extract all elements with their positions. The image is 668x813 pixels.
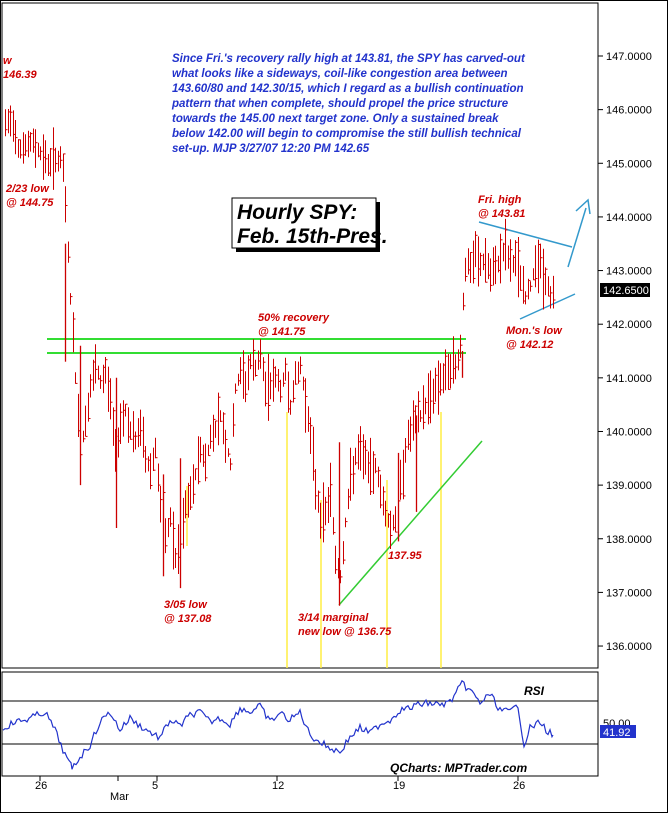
commentary-line: towards the 145.00 next target zone. Onl…: [172, 113, 499, 125]
y-tick-label: 137.0000: [606, 587, 652, 599]
annotation-frihigh: Fri. high: [478, 194, 522, 206]
commentary-line: Since Fri.'s recovery rally high at 143.…: [172, 53, 526, 65]
annotation-monlow: Mon.'s low: [506, 325, 563, 337]
y-tick-label: 138.0000: [606, 534, 652, 546]
x-tick-label: 26: [513, 780, 525, 792]
commentary-line: pattern that when complete, should prope…: [171, 98, 509, 110]
rsi-label: RSI: [524, 684, 545, 698]
y-tick-label: 147.0000: [606, 51, 652, 63]
x-axis: 26 Mar 5 12 19 26: [35, 776, 525, 803]
last-price-label: 142.6500: [603, 285, 649, 297]
main-plot-frame: [1, 2, 599, 669]
annotation-p13795: 137.95: [388, 550, 423, 562]
credit: QCharts: MPTrader.com: [390, 761, 527, 775]
uptrend-line: [338, 440, 483, 606]
commentary-line: below 142.00 will begin to compromise th…: [172, 128, 522, 140]
commentary-line: what looks like a sideways, coil-like co…: [172, 68, 508, 80]
chart-title: Hourly SPY:: [237, 201, 357, 224]
annotation-recovery: 50% recovery: [258, 312, 330, 324]
chart-subtitle: Feb. 15th-Pres.: [237, 225, 388, 248]
breakout-arrow-head: [575, 198, 591, 215]
rsi-last-box: [600, 725, 636, 738]
annotation-frihigh: @ 143.81: [478, 208, 525, 220]
commentary: Since Fri.'s recovery rally high at 143.…: [171, 53, 526, 155]
y-tick-label: 146.0000: [606, 105, 652, 117]
last-price-box: [600, 283, 650, 297]
rsi-line: [2, 679, 554, 770]
rsi-last-label: 41.92: [603, 727, 631, 739]
rsi-plot-frame: [1, 671, 599, 777]
y-tick-label: 141.0000: [606, 373, 652, 385]
y-axis: 147.0000 146.0000 145.0000 144.0000 143.0000…: [598, 51, 652, 653]
annotation-mar14: new low @ 136.75: [298, 626, 392, 638]
x-tick-label: 5: [152, 780, 158, 792]
y-tick-label: 142.0000: [606, 319, 652, 331]
breakout-arrow-line: [567, 207, 587, 268]
annotation-recovery: @ 141.75: [258, 326, 306, 338]
annotation-w146: w: [3, 55, 13, 67]
annotation-monlow: @ 142.12: [506, 339, 553, 351]
annotation-mar14: 3/14 marginal: [298, 612, 369, 624]
y-tick-label: 144.0000: [606, 212, 652, 224]
annotation-w146: 146.39: [3, 69, 38, 81]
title-box-shadow-right: [376, 202, 380, 252]
x-tick-label: 12: [272, 780, 284, 792]
title-box: [231, 197, 377, 249]
annotation-mar05: @ 137.08: [164, 613, 212, 625]
annotation-feb23: @ 144.75: [6, 197, 54, 209]
x-tick-label: 26: [35, 780, 47, 792]
commentary-line: 143.60/80 and 142.30/15, which I regard …: [172, 83, 524, 95]
annotations: w 146.39 2/23 low @ 144.75 50% recovery @ 141…: [3, 55, 563, 638]
triangle-upper-line: [478, 221, 573, 248]
price-bars: [5, 105, 556, 606]
commentary-line: set-up. MJP 3/27/07 12:20 PM 142.65: [172, 143, 370, 155]
x-tick-label: Mar: [110, 791, 129, 803]
y-tick-label: 140.0000: [606, 426, 652, 438]
y-tick-label: 143.0000: [606, 266, 652, 278]
title-box-shadow-bottom: [236, 248, 380, 252]
triangle-lower-line: [519, 293, 576, 320]
x-tick-label: 19: [393, 780, 405, 792]
annotation-mar05: 3/05 low: [164, 599, 208, 611]
annotation-feb23: 2/23 low: [5, 183, 50, 195]
y-tick-label: 139.0000: [606, 480, 652, 492]
y-tick-label: 136.0000: [606, 641, 652, 653]
y-tick-label: 145.0000: [606, 158, 652, 170]
